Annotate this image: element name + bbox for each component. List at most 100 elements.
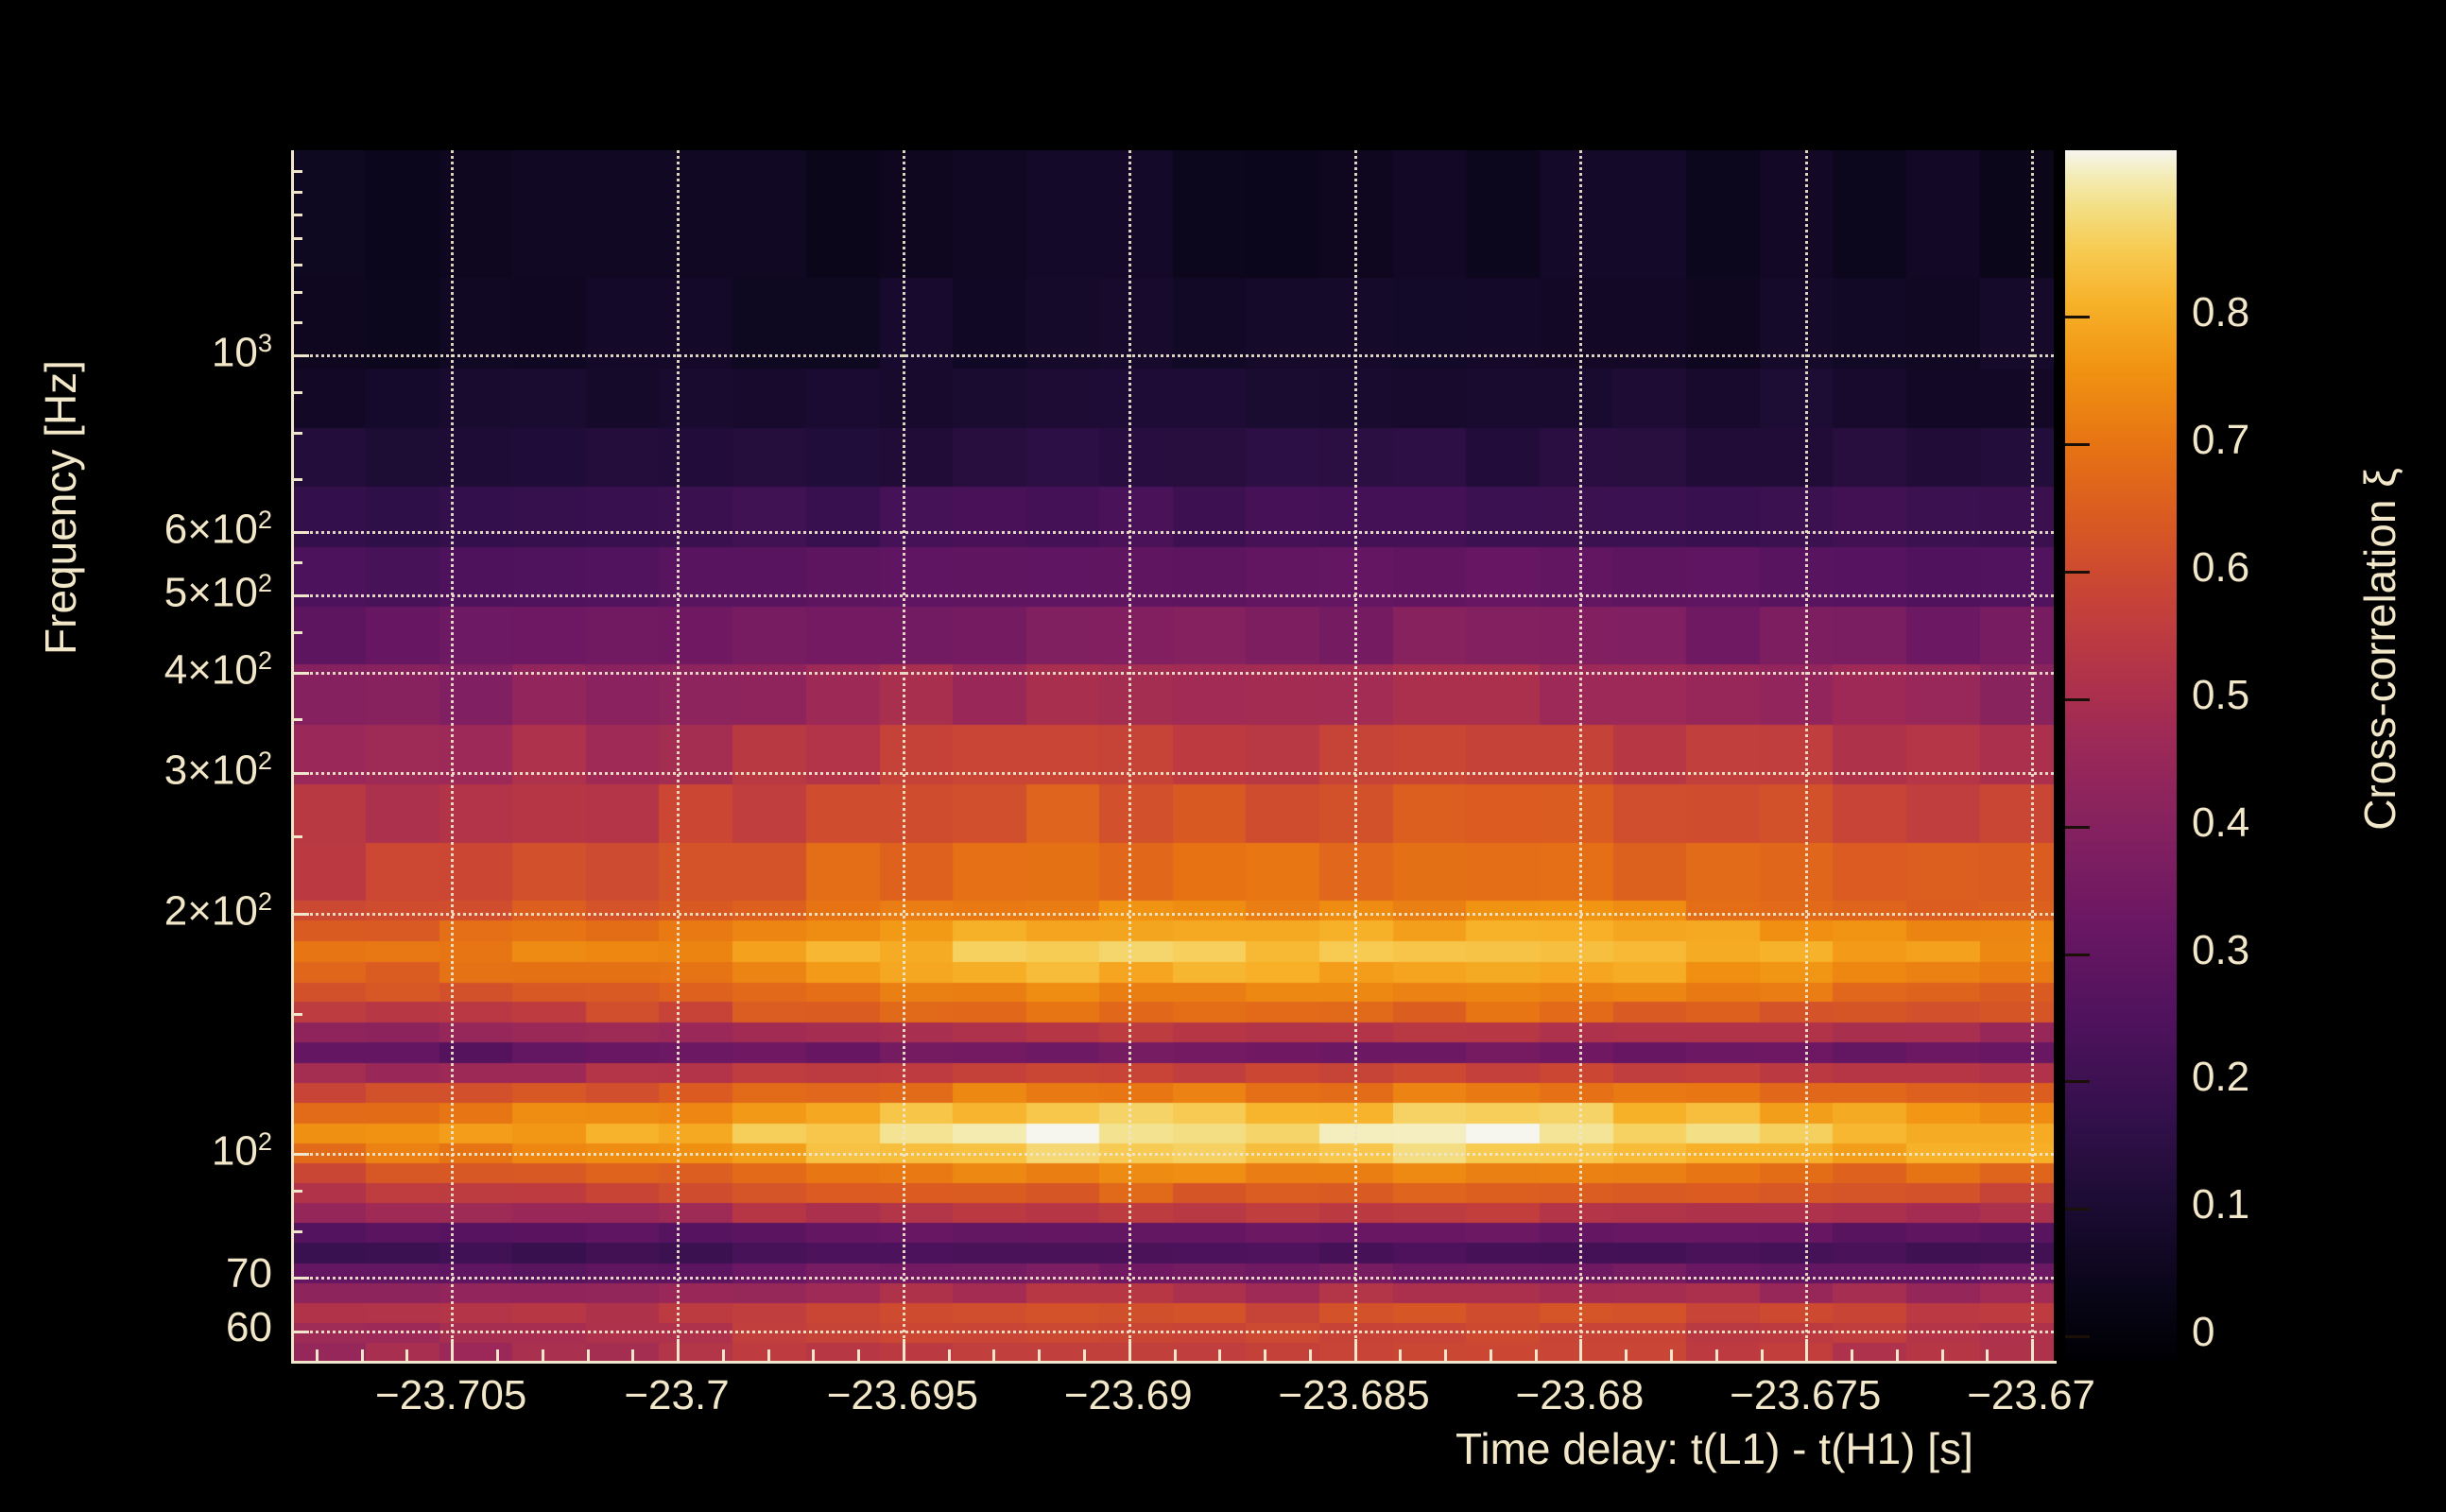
colorbar-tick-label: 0.8 bbox=[2192, 289, 2250, 336]
x-tick-mark-minor bbox=[767, 1349, 770, 1361]
y-tick-mark-minor bbox=[294, 561, 302, 565]
x-tick-mark-minor bbox=[1534, 1349, 1538, 1361]
y-tick-mark-minor bbox=[294, 631, 302, 635]
colorbar-tick-label: 0.5 bbox=[2192, 671, 2250, 718]
colorbar-tick-mark bbox=[2065, 1080, 2090, 1084]
y-tick-label: 6×102 bbox=[164, 505, 272, 554]
x-tick-mark-minor bbox=[1669, 1349, 1673, 1361]
x-tick-mark-minor bbox=[1399, 1349, 1403, 1361]
x-tick-mark-minor bbox=[495, 1349, 499, 1361]
y-tick-label: 103 bbox=[211, 327, 272, 376]
x-tick-mark-minor bbox=[451, 1349, 455, 1361]
x-tick-mark-minor bbox=[1038, 1349, 1042, 1361]
x-axis-title: Time delay: t(L1) - t(H1) [s] bbox=[1456, 1424, 1973, 1473]
x-tick-mark-minor bbox=[541, 1349, 544, 1361]
y-tick-mark-minor bbox=[294, 1012, 302, 1016]
x-tick-mark-minor bbox=[992, 1349, 996, 1361]
colorbar-tick-mark bbox=[2065, 953, 2090, 956]
y-tick-label: 70 bbox=[226, 1250, 272, 1297]
y-tick-mark-minor bbox=[294, 1190, 302, 1194]
y-tick-label: 60 bbox=[226, 1304, 272, 1351]
x-tick-mark-minor bbox=[1489, 1349, 1492, 1361]
heatmap-image bbox=[293, 150, 2054, 1361]
x-tick-mark-minor bbox=[1353, 1349, 1357, 1361]
y-tick-label: 3×102 bbox=[164, 746, 272, 794]
x-tick-mark-minor bbox=[1308, 1349, 1312, 1361]
y-tick-mark-minor bbox=[294, 237, 302, 241]
y-tick-mark-minor bbox=[294, 477, 302, 481]
x-tick-mark-minor bbox=[1986, 1349, 1990, 1361]
colorbar-tick-label: 0 bbox=[2192, 1309, 2215, 1356]
y-tick-mark bbox=[294, 912, 309, 916]
y-tick-label: 4×102 bbox=[164, 645, 272, 694]
x-tick-mark-minor bbox=[947, 1349, 951, 1361]
x-tick-label: −23.68 bbox=[1515, 1372, 1645, 1418]
colorbar-tick-label: 0.4 bbox=[2192, 799, 2250, 846]
x-tick-label: −23.705 bbox=[375, 1372, 527, 1418]
y-tick-label: 2×102 bbox=[164, 885, 272, 935]
x-tick-label: −23.695 bbox=[826, 1372, 979, 1418]
x-tick-mark-minor bbox=[1264, 1349, 1267, 1361]
y-tick-mark-minor bbox=[294, 718, 302, 722]
x-tick-label: −23.69 bbox=[1063, 1372, 1193, 1418]
x-tick-mark-minor bbox=[360, 1349, 364, 1361]
x-tick-mark-minor bbox=[1895, 1349, 1899, 1361]
colorbar-title: Cross-correlation ξ bbox=[2355, 468, 2404, 831]
x-tick-mark-minor bbox=[857, 1349, 861, 1361]
y-tick-mark-minor bbox=[294, 263, 302, 266]
colorbar-tick-mark bbox=[2065, 316, 2090, 319]
y-tick-mark-minor bbox=[294, 213, 302, 216]
x-tick-mark-minor bbox=[677, 1349, 680, 1361]
colorbar-tick-mark bbox=[2065, 825, 2090, 829]
colorbar-tick-mark bbox=[2065, 443, 2090, 447]
x-tick-mark-minor bbox=[1082, 1349, 1086, 1361]
colorbar-tick-label: 0.3 bbox=[2192, 926, 2250, 973]
x-tick-mark-minor bbox=[1128, 1349, 1131, 1361]
y-tick-mark bbox=[294, 531, 309, 535]
colorbar-tick-label: 0.2 bbox=[2192, 1054, 2250, 1101]
x-tick-mark-minor bbox=[812, 1349, 816, 1361]
x-tick-mark-minor bbox=[1625, 1349, 1628, 1361]
x-tick-mark-minor bbox=[315, 1349, 319, 1361]
x-tick-mark-minor bbox=[721, 1349, 725, 1361]
y-tick-mark-minor bbox=[294, 390, 302, 394]
colorbar-tick-label: 0.7 bbox=[2192, 417, 2250, 464]
y-tick-mark-minor bbox=[294, 169, 302, 173]
y-tick-label: 102 bbox=[211, 1126, 272, 1176]
x-tick-mark-minor bbox=[1851, 1349, 1854, 1361]
x-tick-mark-minor bbox=[1760, 1349, 1764, 1361]
y-tick-label: 5×102 bbox=[164, 568, 272, 617]
y-tick-mark-minor bbox=[294, 290, 302, 294]
x-axis-line bbox=[291, 1361, 2057, 1364]
y-axis-title: Frequency [Hz] bbox=[36, 360, 85, 655]
y-tick-mark bbox=[294, 672, 309, 676]
y-tick-mark bbox=[294, 772, 309, 775]
x-tick-label: −23.67 bbox=[1967, 1372, 2096, 1418]
x-tick-mark-minor bbox=[1805, 1349, 1809, 1361]
x-tick-label: −23.675 bbox=[1730, 1372, 1882, 1418]
x-tick-mark-minor bbox=[1218, 1349, 1222, 1361]
y-tick-mark bbox=[294, 353, 309, 357]
y-tick-mark-minor bbox=[294, 431, 302, 435]
colorbar-tick-mark bbox=[2065, 697, 2090, 701]
y-tick-mark-minor bbox=[294, 1277, 302, 1280]
colorbar bbox=[2065, 150, 2177, 1361]
y-axis-line bbox=[291, 150, 294, 1363]
y-tick-mark-minor bbox=[294, 1331, 302, 1334]
x-tick-mark-minor bbox=[1173, 1349, 1177, 1361]
y-tick-mark-minor bbox=[294, 320, 302, 324]
x-tick-mark-minor bbox=[902, 1349, 905, 1361]
colorbar-tick-mark bbox=[2065, 1335, 2090, 1339]
x-tick-label: −23.685 bbox=[1278, 1372, 1430, 1418]
x-tick-mark-minor bbox=[631, 1349, 635, 1361]
colorbar-tick-label: 0.6 bbox=[2192, 543, 2250, 591]
x-tick-label: −23.7 bbox=[624, 1372, 730, 1418]
x-tick-mark-minor bbox=[405, 1349, 409, 1361]
y-tick-mark-minor bbox=[294, 1230, 302, 1234]
x-tick-mark-minor bbox=[2031, 1349, 2035, 1361]
colorbar-tick-mark bbox=[2065, 570, 2090, 574]
x-tick-mark-minor bbox=[1579, 1349, 1583, 1361]
x-tick-mark-minor bbox=[586, 1349, 590, 1361]
x-tick-mark-minor bbox=[1940, 1349, 1944, 1361]
